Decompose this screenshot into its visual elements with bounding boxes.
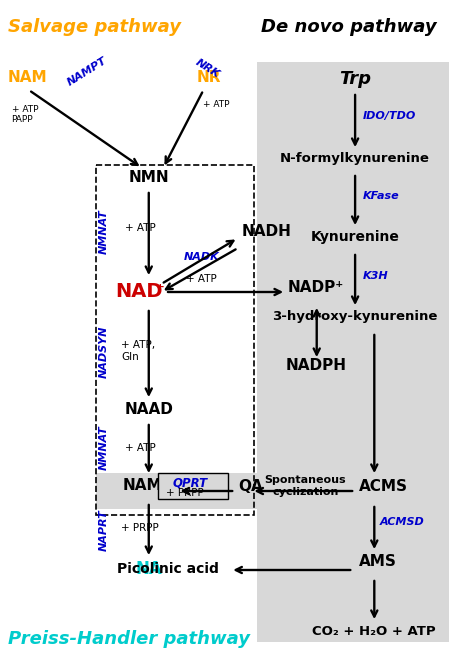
Text: NAMPT: NAMPT: [65, 56, 109, 88]
Text: NADPH: NADPH: [286, 358, 347, 373]
Text: Picolinic acid: Picolinic acid: [117, 562, 219, 576]
Text: De novo pathway: De novo pathway: [261, 18, 437, 36]
Text: Salvage pathway: Salvage pathway: [8, 18, 181, 36]
Text: Kynurenine: Kynurenine: [310, 230, 400, 244]
Text: ACMS: ACMS: [359, 479, 408, 494]
Text: NADK: NADK: [183, 252, 219, 262]
Text: QA: QA: [238, 479, 263, 494]
Text: K3H: K3H: [363, 271, 388, 281]
Bar: [96, 165, 255, 515]
Text: CO₂ + H₂O + ATP: CO₂ + H₂O + ATP: [312, 625, 436, 638]
Text: NAPRT: NAPRT: [99, 509, 109, 551]
Text: NAD: NAD: [115, 282, 163, 301]
Bar: [96, 473, 350, 509]
Text: NMNAT: NMNAT: [99, 210, 109, 254]
Text: Preiss-Handler pathway: Preiss-Handler pathway: [8, 630, 250, 648]
Text: Trp: Trp: [339, 70, 371, 88]
Text: + ATP,: + ATP,: [121, 340, 155, 350]
Text: NADH: NADH: [242, 224, 292, 239]
Text: 3-hydroxy-kynurenine: 3-hydroxy-kynurenine: [273, 310, 438, 323]
Text: IDO/TDO: IDO/TDO: [363, 111, 416, 121]
Text: NMNAT: NMNAT: [99, 426, 109, 471]
Text: NAM: NAM: [8, 70, 47, 85]
Text: NRK: NRK: [194, 57, 222, 80]
Text: + PRPP: + PRPP: [121, 523, 159, 533]
Text: Gln: Gln: [121, 352, 139, 362]
Text: ACMSD: ACMSD: [380, 517, 425, 527]
Text: NR: NR: [197, 70, 221, 85]
Text: NAMN: NAMN: [123, 478, 175, 493]
Text: Spontaneous: Spontaneous: [264, 475, 346, 485]
Text: + ATP
PAPP: + ATP PAPP: [11, 105, 38, 125]
Text: QPRT: QPRT: [173, 476, 208, 489]
Text: N-formylkynurenine: N-formylkynurenine: [280, 152, 430, 165]
Text: NMN: NMN: [128, 170, 169, 185]
Text: + ATP: + ATP: [203, 100, 230, 109]
Text: NADP⁺: NADP⁺: [288, 280, 344, 295]
Text: + ATP: + ATP: [125, 223, 155, 233]
Text: + PRPP: + PRPP: [166, 488, 204, 498]
Text: KFase: KFase: [363, 191, 400, 201]
Text: AMS: AMS: [359, 554, 397, 569]
Text: NA: NA: [136, 560, 162, 578]
Text: NADSYN: NADSYN: [99, 326, 109, 378]
Bar: [158, 473, 228, 499]
Bar: [257, 62, 449, 642]
Text: + ATP: + ATP: [186, 274, 217, 284]
Text: ⁺: ⁺: [155, 282, 164, 300]
Text: cyclization: cyclization: [272, 487, 338, 497]
Text: + ATP: + ATP: [125, 443, 155, 453]
Text: NAAD: NAAD: [124, 402, 173, 417]
